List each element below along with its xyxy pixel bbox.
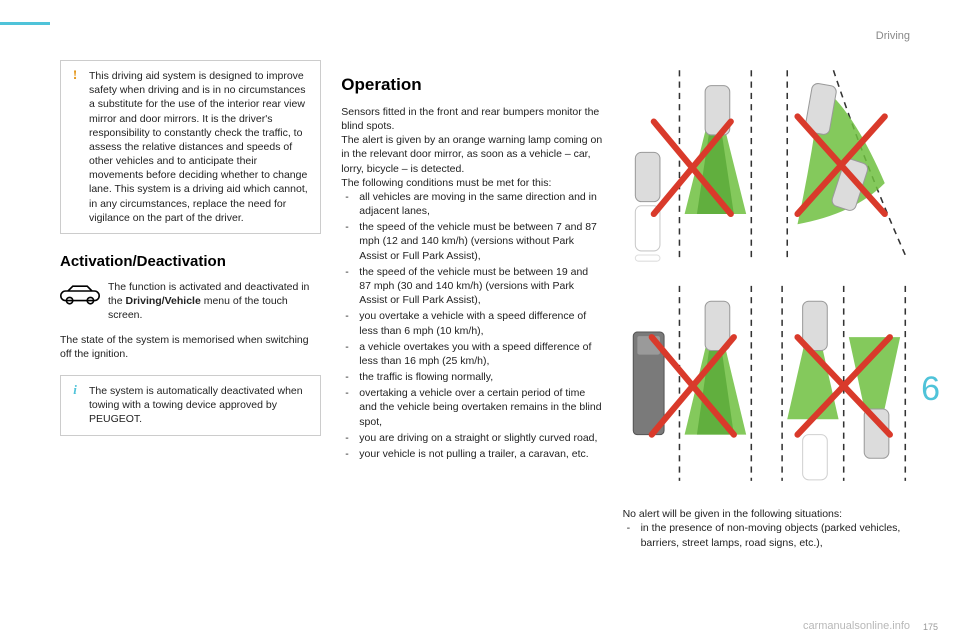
touchscreen-note: The function is activated and deactivate… <box>60 280 321 323</box>
warning-text: This driving aid system is designed to i… <box>89 69 312 225</box>
list-item: all vehicles are moving in the same dire… <box>341 190 602 218</box>
list-item: overtaking a vehicle over a certain peri… <box>341 386 602 429</box>
operation-p1: Sensors fitted in the front and rear bum… <box>341 105 602 133</box>
heading-activation: Activation/Deactivation <box>60 252 321 272</box>
list-item: the traffic is flowing normally, <box>341 370 602 384</box>
watermark: carmanualsonline.info <box>803 620 910 632</box>
operation-p2: The alert is given by an orange warning … <box>341 133 602 176</box>
info-text: The system is automatically deactivated … <box>89 384 312 427</box>
diagram-panel-2 <box>771 60 910 265</box>
column-right: No alert will be given in the following … <box>623 60 910 620</box>
column-middle: Operation Sensors fitted in the front an… <box>341 60 602 620</box>
list-item: your vehicle is not pulling a trailer, a… <box>341 447 602 461</box>
operation-p3: The following conditions must be met for… <box>341 176 602 190</box>
page-number: 175 <box>923 622 938 632</box>
exclamation-icon: ! <box>67 67 83 83</box>
list-item: you are driving on a straight or slightl… <box>341 431 602 445</box>
chapter-number: 6 <box>921 370 940 409</box>
warning-callout: ! This driving aid system is designed to… <box>60 60 321 234</box>
info-callout: i The system is automatically deactivate… <box>60 375 321 436</box>
list-item: a vehicle overtakes you with a speed dif… <box>341 340 602 368</box>
column-left: ! This driving aid system is designed to… <box>60 60 321 620</box>
diagram-panel-4 <box>771 281 910 486</box>
diagram-panel-3 <box>623 281 756 486</box>
list-item: in the presence of non-moving objects (p… <box>623 521 910 549</box>
heading-operation: Operation <box>341 74 602 97</box>
list-item: the speed of the vehicle must be between… <box>341 265 602 308</box>
info-icon: i <box>67 382 83 398</box>
noalert-list: in the presence of non-moving objects (p… <box>623 521 910 549</box>
content-columns: ! This driving aid system is designed to… <box>60 60 910 620</box>
section-label: Driving <box>876 30 910 42</box>
touch-bold: Driving/Vehicle <box>126 295 201 307</box>
state-text: The state of the system is memorised whe… <box>60 333 321 361</box>
blind-spot-diagram <box>623 60 910 491</box>
noalert-intro: No alert will be given in the following … <box>623 507 910 521</box>
conditions-list: all vehicles are moving in the same dire… <box>341 190 602 461</box>
list-item: the speed of the vehicle must be between… <box>341 220 602 263</box>
list-item: you overtake a vehicle with a speed diff… <box>341 309 602 337</box>
car-icon <box>60 282 100 308</box>
diagram-panel-1 <box>623 60 756 265</box>
top-accent-bar <box>0 22 50 25</box>
